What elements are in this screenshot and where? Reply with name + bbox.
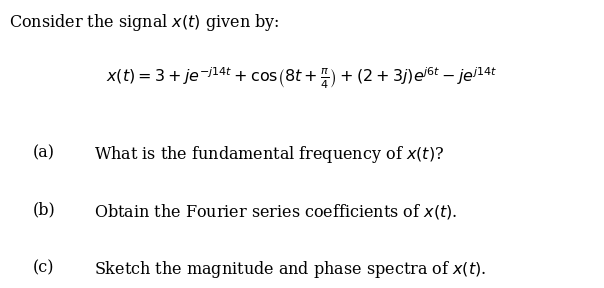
- Text: $x(t) = 3 + je^{-j14t} + \cos\!\left(8t + \frac{\pi}{4}\right) + (2+3j)e^{j6t} -: $x(t) = 3 + je^{-j14t} + \cos\!\left(8t …: [106, 66, 498, 91]
- Text: Sketch the magnitude and phase spectra of $x(t)$.: Sketch the magnitude and phase spectra o…: [94, 259, 486, 280]
- Text: Consider the signal $x(t)$ given by:: Consider the signal $x(t)$ given by:: [9, 12, 280, 33]
- Text: What is the fundamental frequency of $x(t)$?: What is the fundamental frequency of $x(…: [94, 144, 444, 165]
- Text: (a): (a): [33, 144, 55, 161]
- Text: Obtain the Fourier series coefficients of $x(t)$.: Obtain the Fourier series coefficients o…: [94, 202, 457, 221]
- Text: (b): (b): [33, 202, 56, 219]
- Text: (c): (c): [33, 259, 55, 276]
